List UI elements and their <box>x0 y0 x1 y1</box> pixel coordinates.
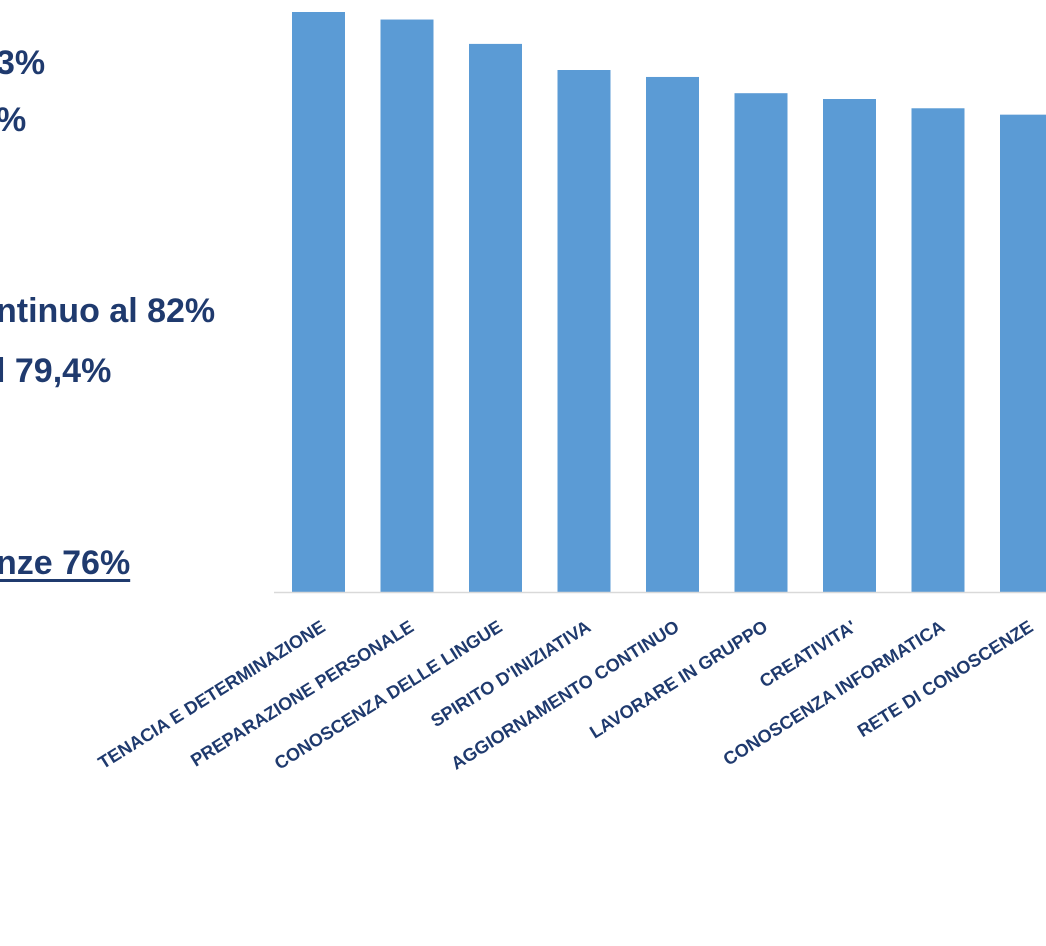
bar-7 <box>823 99 876 592</box>
bar-2 <box>380 19 434 593</box>
bar-6 <box>734 93 788 592</box>
x-tick-label-4: SPIRITO D'INIZIATIVA <box>427 616 594 731</box>
slide-text-fragment-1: 3% <box>0 44 46 82</box>
slide-text-fragment-3: ntinuo al 82% <box>0 292 216 330</box>
bar-8 <box>911 108 965 592</box>
slide-text-fragment-4: l 79,4% <box>0 352 112 390</box>
bar-3 <box>469 43 522 592</box>
bar-5 <box>646 76 699 592</box>
bars-group <box>292 12 1046 593</box>
bar-9 <box>1000 114 1046 592</box>
bar-4 <box>557 70 611 592</box>
slide-text-fragment-2: % <box>0 101 26 140</box>
bar-1 <box>292 12 345 592</box>
slide-text-fragment-5: nze 76% <box>0 544 131 582</box>
